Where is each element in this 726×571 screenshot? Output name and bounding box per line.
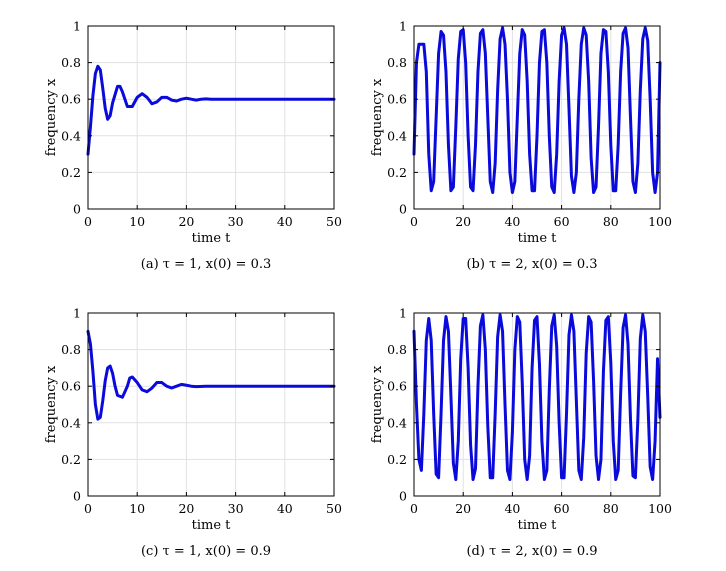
- y-axis-label: frequency x: [370, 78, 385, 156]
- x-tick-label: 40: [277, 214, 293, 229]
- x-tick-label: 20: [178, 501, 194, 516]
- y-tick-label: 0.4: [387, 415, 407, 430]
- x-tick-label: 0: [84, 501, 92, 516]
- x-tick-label: 30: [228, 501, 244, 516]
- panel-caption: (d) τ = 2, x(0) = 0.9: [466, 544, 598, 559]
- y-tick-label: 0: [73, 489, 81, 504]
- axes-frame: [413, 312, 661, 497]
- x-tick-label: 0: [410, 214, 418, 229]
- x-tick-label: 40: [504, 501, 520, 516]
- y-tick-label: 0.8: [61, 342, 81, 357]
- y-tick-label: 0.2: [387, 165, 407, 180]
- y-tick-label: 0.6: [61, 379, 81, 394]
- x-tick-label: 20: [178, 214, 194, 229]
- x-axis-label: time t: [192, 231, 232, 246]
- x-tick-label: 40: [277, 501, 293, 516]
- x-tick-label: 20: [455, 501, 471, 516]
- y-tick-label: 0.8: [61, 55, 81, 70]
- y-tick-label: 1: [73, 19, 81, 34]
- x-tick-label: 50: [326, 214, 342, 229]
- x-tick-label: 30: [228, 214, 244, 229]
- x-tick-label: 0: [410, 501, 418, 516]
- y-axis-label: frequency x: [44, 78, 59, 156]
- series-line-0: [86, 329, 336, 421]
- x-tick-label: 40: [504, 214, 520, 229]
- x-tick-label: 10: [129, 214, 145, 229]
- panel-caption: (b) τ = 2, x(0) = 0.3: [466, 257, 598, 272]
- x-tick-label: 50: [326, 501, 342, 516]
- y-axis-label: frequency x: [44, 365, 59, 443]
- y-tick-label: 0.6: [61, 92, 81, 107]
- y-tick-label: 0.8: [387, 55, 407, 70]
- x-tick-label: 0: [84, 214, 92, 229]
- panel-caption: (c) τ = 1, x(0) = 0.9: [140, 544, 272, 559]
- y-tick-label: 1: [73, 306, 81, 321]
- y-tick-label: 0.2: [387, 452, 407, 467]
- y-tick-label: 0.6: [387, 92, 407, 107]
- axes-frame: [413, 25, 661, 210]
- x-axis-label: time t: [518, 231, 558, 246]
- y-tick-label: 0.6: [387, 379, 407, 394]
- y-tick-label: 0: [73, 202, 81, 217]
- x-tick-label: 60: [554, 501, 570, 516]
- panel-caption: (a) τ = 1, x(0) = 0.3: [140, 257, 272, 272]
- axes-frame: [87, 25, 335, 210]
- y-tick-label: 0: [399, 202, 407, 217]
- x-tick-label: 100: [648, 214, 672, 229]
- x-tick-label: 80: [603, 214, 619, 229]
- y-tick-label: 1: [399, 19, 407, 34]
- y-tick-label: 1: [399, 306, 407, 321]
- x-tick-label: 100: [648, 501, 672, 516]
- x-tick-label: 80: [603, 501, 619, 516]
- series-line-0: [86, 64, 336, 156]
- series-line-0: [412, 313, 662, 482]
- y-tick-label: 0.4: [61, 415, 81, 430]
- y-tick-label: 0.4: [61, 128, 81, 143]
- axes-frame: [87, 312, 335, 497]
- y-tick-label: 0.2: [61, 165, 81, 180]
- y-tick-label: 0: [399, 489, 407, 504]
- series-line-0: [412, 26, 662, 195]
- y-tick-label: 0.4: [387, 128, 407, 143]
- y-tick-label: 0.2: [61, 452, 81, 467]
- y-axis-label: frequency x: [370, 365, 385, 443]
- x-tick-label: 20: [455, 214, 471, 229]
- x-axis-label: time t: [518, 518, 558, 533]
- x-tick-label: 60: [554, 214, 570, 229]
- x-tick-label: 10: [129, 501, 145, 516]
- x-axis-label: time t: [192, 518, 232, 533]
- y-tick-label: 0.8: [387, 342, 407, 357]
